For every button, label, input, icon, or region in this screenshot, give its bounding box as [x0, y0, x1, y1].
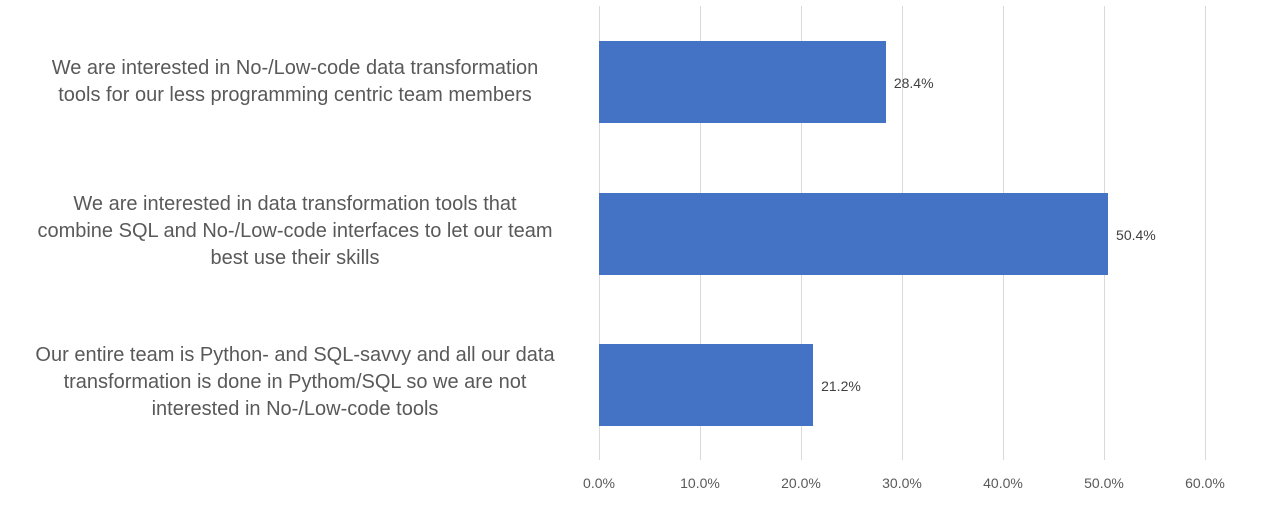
- label-line: Our entire team is Python- and SQL-savvy…: [35, 344, 555, 366]
- x-tick: 60.0%: [1185, 475, 1225, 491]
- label-line: combine SQL and No-/Low-code interfaces …: [37, 220, 553, 242]
- bar-value-2: 21.2%: [821, 378, 861, 394]
- x-tick: 10.0%: [680, 475, 720, 491]
- label-line: We are interested in No-/Low-code data t…: [51, 57, 539, 79]
- x-tick: 30.0%: [882, 475, 922, 491]
- bar-0: [599, 41, 886, 123]
- label-line: We are interested in data transformation…: [73, 193, 517, 215]
- x-tick: 50.0%: [1084, 475, 1124, 491]
- label-line: tools for our less programming centric t…: [58, 84, 532, 106]
- label-line: transformation is done in Pythom/SQL so …: [63, 371, 527, 393]
- bar-value-0: 28.4%: [893, 75, 934, 91]
- category-label-1: We are interested in data transformation…: [0, 191, 590, 272]
- gridline-60: [1205, 6, 1206, 460]
- bar-2: [599, 344, 814, 426]
- category-label-0: We are interested in No-/Low-code data t…: [0, 55, 590, 109]
- x-tick: 40.0%: [983, 475, 1023, 491]
- bar-value-1: 50.4%: [1116, 227, 1156, 243]
- label-line: best use their skills: [210, 247, 380, 269]
- x-tick: 0.0%: [583, 475, 615, 491]
- label-line: interested in No-/Low-code tools: [151, 398, 439, 420]
- category-label-2: Our entire team is Python- and SQL-savvy…: [0, 342, 590, 423]
- bar-1: [599, 193, 1109, 275]
- x-tick: 20.0%: [781, 475, 821, 491]
